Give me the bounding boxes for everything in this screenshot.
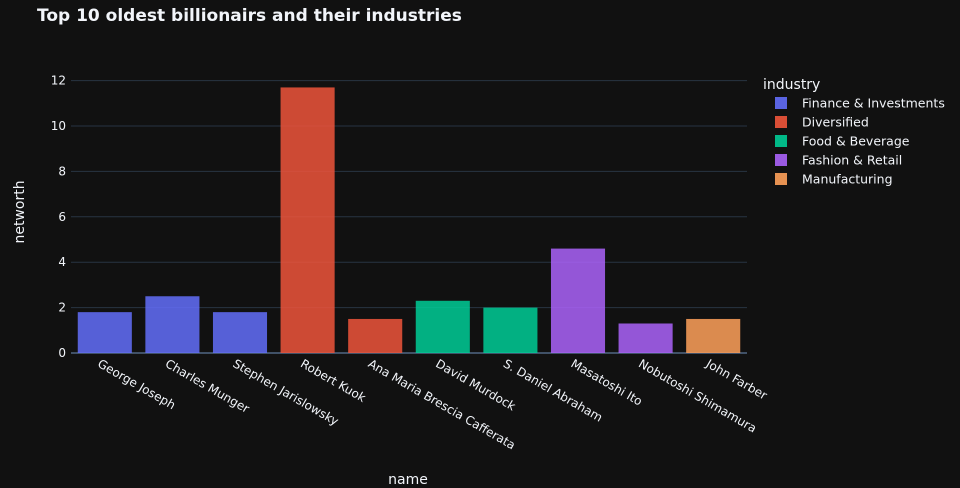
y-tick-label: 12 — [51, 74, 66, 88]
legend-title: industry — [763, 77, 820, 93]
bar[interactable] — [483, 307, 538, 353]
legend-label[interactable]: Fashion & Retail — [802, 153, 902, 168]
bar[interactable] — [280, 87, 335, 353]
legend-swatch[interactable] — [775, 97, 787, 109]
legend-swatch[interactable] — [775, 154, 787, 166]
y-tick-label: 6 — [58, 210, 66, 224]
bar[interactable] — [618, 323, 673, 353]
chart-title: Top 10 oldest billionairs and their indu… — [37, 6, 462, 26]
y-tick-label: 0 — [58, 346, 66, 360]
bar[interactable] — [686, 318, 741, 353]
y-tick-label: 8 — [58, 164, 66, 178]
bar[interactable] — [145, 296, 200, 353]
bar[interactable] — [212, 312, 268, 353]
y-tick-label: 4 — [58, 255, 66, 269]
legend-label[interactable]: Finance & Investments — [802, 96, 945, 111]
bar[interactable] — [348, 318, 403, 353]
y-tick-label: 10 — [51, 119, 66, 133]
bar[interactable] — [550, 248, 606, 353]
legend-label[interactable]: Diversified — [802, 115, 869, 130]
legend-label[interactable]: Manufacturing — [802, 172, 893, 187]
y-tick-labels: 0 2 4 6 8 10 12 — [51, 74, 66, 360]
bars — [77, 87, 741, 353]
y-tick-label: 2 — [58, 301, 66, 315]
legend-swatch[interactable] — [775, 135, 787, 147]
legend-label[interactable]: Food & Beverage — [802, 134, 910, 149]
bar[interactable] — [77, 312, 132, 353]
x-axis-title: name — [388, 472, 428, 488]
y-axis-title: networth — [12, 180, 28, 243]
legend-swatch[interactable] — [775, 116, 787, 128]
legend: industry Finance & Investments Diversifie… — [763, 77, 945, 187]
bar[interactable] — [415, 300, 470, 353]
legend-swatch[interactable] — [775, 173, 787, 185]
